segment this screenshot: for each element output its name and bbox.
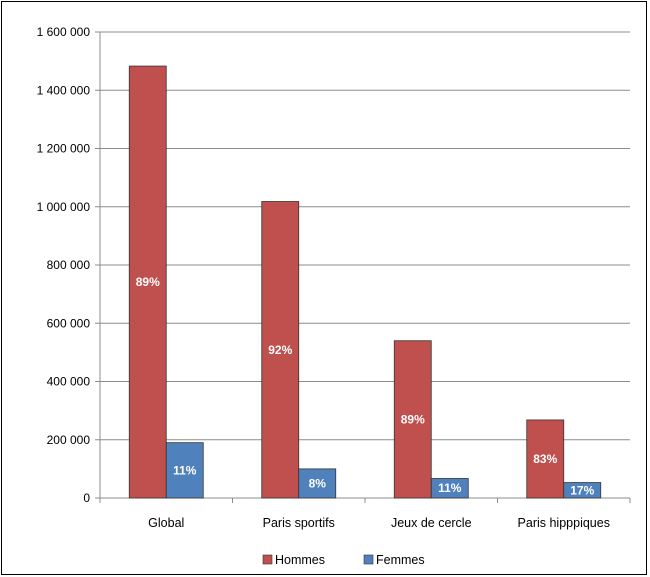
y-tick-label: 800 000 (47, 258, 91, 272)
y-tick-label: 600 000 (47, 316, 91, 330)
x-tick-label: Paris hipppiques (518, 516, 610, 530)
y-tick-label: 200 000 (47, 433, 91, 447)
legend-label-hommes: Hommes (275, 553, 325, 567)
data-label: 89% (136, 275, 160, 289)
bar-femmes-3 (563, 482, 602, 499)
bar-femmes-0 (165, 442, 204, 499)
y-tick-label: 400 000 (47, 375, 91, 389)
bar-hommes-3 (526, 419, 565, 499)
bar-hommes-1 (261, 201, 300, 499)
legend-swatch-femmes (363, 554, 374, 565)
data-label: 8% (309, 476, 327, 490)
bar-hommes-0 (128, 65, 167, 499)
y-tick-label: 1 600 000 (37, 25, 91, 39)
bar-femmes-2 (430, 478, 469, 499)
data-label: 89% (401, 412, 425, 426)
x-tick-label: Jeux de cercle (391, 516, 472, 530)
y-tick-label: 1 400 000 (37, 83, 91, 97)
data-label: 11% (438, 481, 462, 495)
data-label: 11% (173, 463, 197, 477)
bar-femmes-1 (298, 468, 337, 499)
y-tick-label: 0 (83, 491, 90, 505)
data-label: 83% (533, 452, 557, 466)
x-tick-label: Paris sportifs (263, 516, 335, 530)
legend-swatch-hommes (262, 554, 273, 565)
x-tick-label: Global (148, 516, 184, 530)
legend-label-femmes: Femmes (376, 553, 425, 567)
data-label: 92% (268, 343, 292, 357)
y-tick-label: 1 200 000 (37, 142, 91, 156)
data-label: 17% (570, 483, 594, 497)
y-tick-label: 1 000 000 (37, 200, 91, 214)
bar-hommes-2 (393, 340, 432, 499)
